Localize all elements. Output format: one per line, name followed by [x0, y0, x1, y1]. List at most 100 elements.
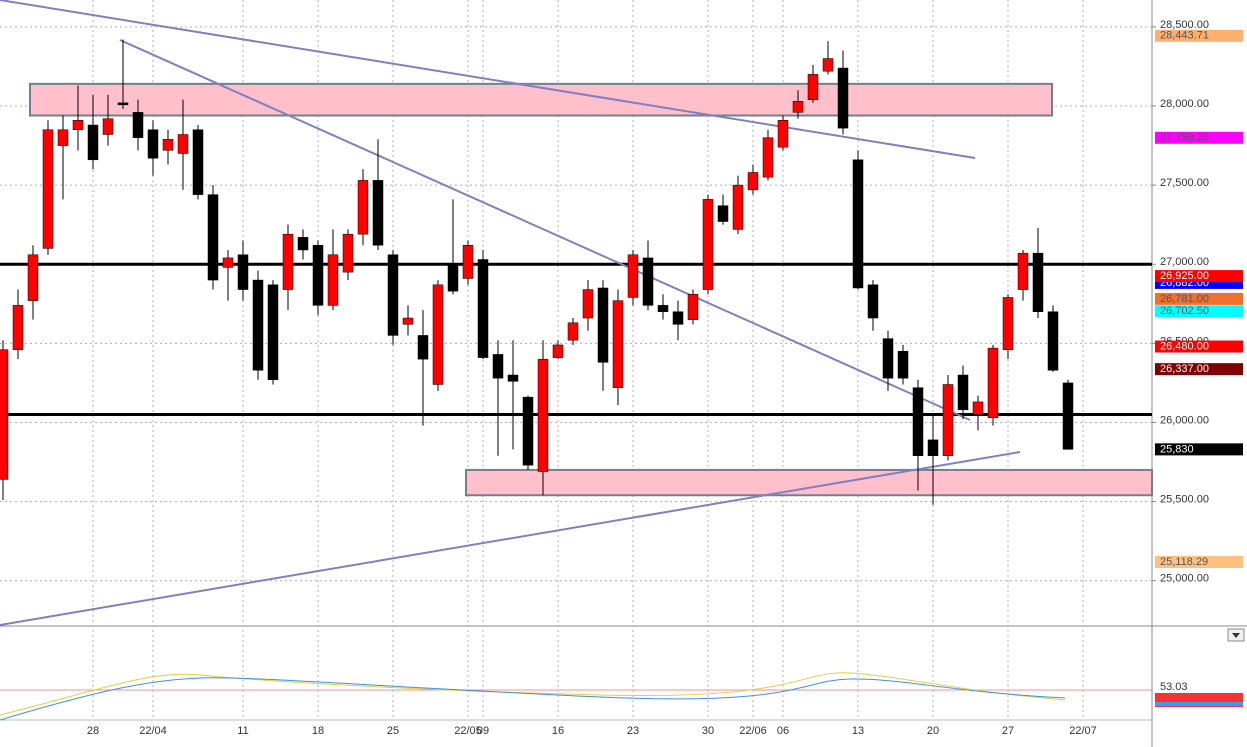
candle-body — [102, 118, 114, 135]
candle-body — [747, 172, 759, 191]
candle-body — [927, 439, 939, 456]
background-layer — [0, 0, 1153, 720]
sub-marker — [1155, 702, 1243, 706]
candle-body — [792, 101, 804, 113]
candle-body — [282, 233, 294, 290]
x-tick-label: 16 — [552, 725, 564, 737]
candle-body — [222, 257, 234, 268]
candle-body — [1047, 311, 1059, 371]
price-label-box — [1155, 305, 1243, 318]
candle-body — [57, 129, 69, 146]
candle-body — [447, 265, 459, 292]
sub-signal — [0, 677, 1066, 721]
candle-body — [297, 237, 309, 251]
candle-body — [972, 401, 984, 415]
candle-body — [42, 129, 54, 249]
candle-body — [642, 257, 654, 306]
price-label: 26,781.00 — [1160, 293, 1209, 305]
candle-body — [897, 351, 909, 379]
x-tick-label: 28 — [87, 725, 99, 737]
price-label: 27,799.20 — [1160, 132, 1209, 144]
dropdown-arrow — [1232, 633, 1240, 638]
x-tick-label: 25 — [387, 725, 399, 737]
candle-body — [762, 137, 774, 178]
price-label-box — [1155, 363, 1243, 376]
candle-body — [1062, 382, 1074, 450]
x-tick-label: 20 — [927, 725, 939, 737]
price-zone — [465, 468, 1153, 497]
y-tick-label: 26,000.00 — [1160, 414, 1209, 426]
candle-body — [327, 254, 339, 306]
price-label: 25,830 — [1160, 443, 1194, 455]
trend-line — [119, 39, 971, 421]
candle-body — [507, 374, 519, 382]
candle-body — [117, 102, 129, 106]
sub-panel — [0, 672, 1243, 721]
x-tick-label: 22/04 — [139, 725, 167, 737]
candle-body — [882, 338, 894, 379]
candle-body — [0, 349, 9, 480]
candle-body — [582, 289, 594, 319]
candle-body — [87, 124, 99, 161]
sub-value-label: 53.03 — [1160, 681, 1188, 693]
candle-body — [1032, 252, 1044, 312]
candle-body — [177, 134, 189, 154]
trend-line — [0, 451, 1021, 626]
candle-body — [1002, 297, 1014, 350]
price-label: 26,480.00 — [1160, 340, 1209, 352]
price-label-box — [1155, 443, 1243, 456]
candle-body — [147, 129, 159, 159]
x-tick-label: 30 — [702, 725, 714, 737]
candle-body — [27, 254, 39, 301]
y-tick-label: 27,500.00 — [1160, 177, 1209, 189]
candle-body — [912, 387, 924, 456]
y-tick-label: 28,500.00 — [1160, 19, 1209, 31]
candle-body — [702, 199, 714, 290]
candle-body — [732, 184, 744, 230]
candle-body — [597, 287, 609, 363]
x-tick-label: 27 — [1002, 725, 1014, 737]
candle-body — [822, 58, 834, 72]
candle-body — [552, 344, 564, 358]
candle-body — [657, 305, 669, 312]
candle-body — [12, 305, 24, 350]
price-label: 28,443.71 — [1160, 30, 1209, 42]
candle-body — [207, 194, 219, 281]
price-label-box — [1155, 131, 1243, 144]
candle-body — [342, 233, 354, 273]
candle-body — [477, 259, 489, 358]
price-label-box — [1155, 555, 1243, 568]
x-tick-label: 09 — [477, 725, 489, 737]
candle-body — [777, 120, 789, 148]
candle-body — [462, 245, 474, 279]
candle-body — [267, 284, 279, 380]
candle-body — [987, 347, 999, 418]
candle-body — [942, 384, 954, 456]
candle-body — [807, 74, 819, 100]
candle-body — [567, 322, 579, 341]
candle-body — [627, 254, 639, 298]
candle-body — [387, 254, 399, 336]
candle-body — [612, 300, 624, 388]
candle-body — [537, 358, 549, 472]
candle-body — [957, 374, 969, 411]
candle-body — [237, 254, 249, 290]
price-label-box — [1155, 270, 1243, 283]
candle-body — [492, 354, 504, 379]
y-tick-label: 28,000.00 — [1160, 98, 1209, 110]
candle-body — [1017, 252, 1029, 290]
y-tick-label: 27,000.00 — [1160, 256, 1209, 268]
y-tick-label: 25,500.00 — [1160, 493, 1209, 505]
candle-body — [192, 129, 204, 195]
x-tick-label: 18 — [312, 725, 324, 737]
y-tick-label: 25,000.00 — [1160, 573, 1209, 585]
candle-body — [522, 396, 534, 466]
candle-body — [417, 335, 429, 360]
price-label-box — [1155, 29, 1243, 42]
candle-body — [72, 120, 84, 130]
price-label: 26,925.00 — [1160, 270, 1209, 282]
x-tick-label: 22/07 — [1069, 725, 1097, 737]
price-label-box — [1155, 292, 1243, 305]
